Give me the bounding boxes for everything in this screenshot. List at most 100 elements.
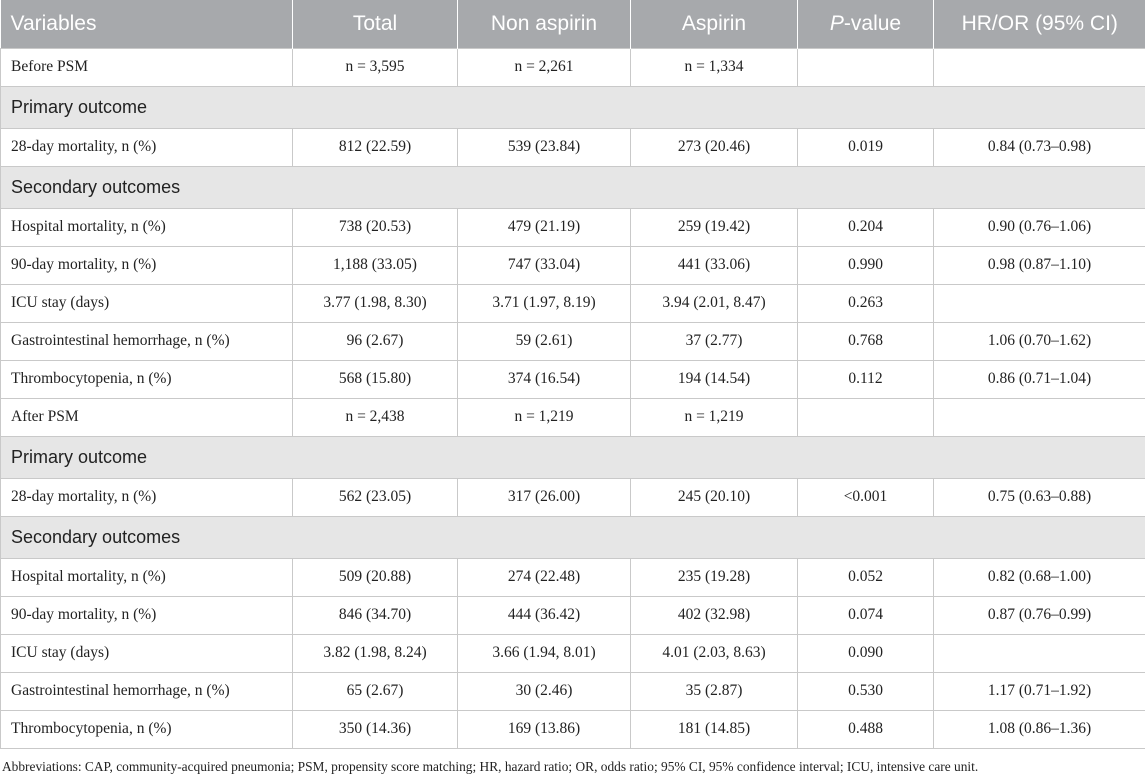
variable-cell: 90-day mortality, n (%) xyxy=(0,595,293,635)
non-aspirin-cell: 539 (23.84) xyxy=(457,127,631,167)
total-cell: 738 (20.53) xyxy=(292,207,458,247)
variable-cell: Before PSM xyxy=(0,47,293,87)
variable-cell: Thrombocytopenia, n (%) xyxy=(0,359,293,399)
non-aspirin-cell: n = 2,261 xyxy=(457,47,631,87)
hr-or-cell: 1.08 (0.86–1.36) xyxy=(933,709,1145,749)
total-cell: n = 2,438 xyxy=(292,397,458,437)
header-aspirin: Aspirin xyxy=(630,0,798,48)
hr-or-cell: 1.06 (0.70–1.62) xyxy=(933,321,1145,361)
header-p-suffix: -value xyxy=(843,11,902,35)
aspirin-cell: 441 (33.06) xyxy=(630,245,798,285)
table-row: Before PSM n = 3,595 n = 2,261 n = 1,334 xyxy=(0,47,1145,87)
variable-cell: Hospital mortality, n (%) xyxy=(0,207,293,247)
table-row: 90-day mortality, n (%) 846 (34.70) 444 (3… xyxy=(0,595,1145,635)
header-p-value: P-value xyxy=(797,0,934,48)
total-cell: 562 (23.05) xyxy=(292,477,458,517)
variable-cell: 28-day mortality, n (%) xyxy=(0,477,293,517)
table-row: 28-day mortality, n (%) 812 (22.59) 539 (2… xyxy=(0,127,1145,167)
aspirin-cell: 181 (14.85) xyxy=(630,709,798,749)
section-label: Primary outcome xyxy=(0,85,1145,129)
header-p-italic: P xyxy=(829,11,844,35)
total-cell: 3.82 (1.98, 8.24) xyxy=(292,633,458,673)
section-label: Secondary outcomes xyxy=(0,165,1145,209)
p-value-cell: 0.488 xyxy=(797,709,934,749)
table-row: 28-day mortality, n (%) 562 (23.05) 317 (2… xyxy=(0,477,1145,517)
hr-or-cell: 0.82 (0.68–1.00) xyxy=(933,557,1145,597)
header-non-aspirin: Non aspirin xyxy=(457,0,631,48)
non-aspirin-cell: 747 (33.04) xyxy=(457,245,631,285)
p-value-cell: 0.768 xyxy=(797,321,934,361)
non-aspirin-cell: 374 (16.54) xyxy=(457,359,631,399)
total-cell: n = 3,595 xyxy=(292,47,458,87)
p-value-cell: 0.112 xyxy=(797,359,934,399)
total-cell: 509 (20.88) xyxy=(292,557,458,597)
hr-or-cell xyxy=(933,397,1145,437)
section-label: Secondary outcomes xyxy=(0,515,1145,559)
results-table: Variables Total Non aspirin Aspirin P-va… xyxy=(0,0,1145,749)
section-row: Secondary outcomes xyxy=(0,515,1145,559)
aspirin-cell: 235 (19.28) xyxy=(630,557,798,597)
non-aspirin-cell: 59 (2.61) xyxy=(457,321,631,361)
total-cell: 1,188 (33.05) xyxy=(292,245,458,285)
hr-or-cell: 0.98 (0.87–1.10) xyxy=(933,245,1145,285)
non-aspirin-cell: n = 1,219 xyxy=(457,397,631,437)
non-aspirin-cell: 274 (22.48) xyxy=(457,557,631,597)
table-row: ICU stay (days) 3.77 (1.98, 8.30) 3.71 (1.… xyxy=(0,283,1145,323)
non-aspirin-cell: 3.66 (1.94, 8.01) xyxy=(457,633,631,673)
table-row: Hospital mortality, n (%) 738 (20.53) 479 … xyxy=(0,207,1145,247)
table-row: Thrombocytopenia, n (%) 568 (15.80) 374 (1… xyxy=(0,359,1145,399)
p-value-cell: 0.019 xyxy=(797,127,934,167)
variable-cell: Gastrointestinal hemorrhage, n (%) xyxy=(0,321,293,361)
section-row: Primary outcome xyxy=(0,85,1145,129)
hr-or-cell: 0.90 (0.76–1.06) xyxy=(933,207,1145,247)
non-aspirin-cell: 30 (2.46) xyxy=(457,671,631,711)
total-cell: 350 (14.36) xyxy=(292,709,458,749)
aspirin-cell: 37 (2.77) xyxy=(630,321,798,361)
p-value-cell: 0.090 xyxy=(797,633,934,673)
aspirin-cell: 4.01 (2.03, 8.63) xyxy=(630,633,798,673)
p-value-cell: 0.263 xyxy=(797,283,934,323)
total-cell: 96 (2.67) xyxy=(292,321,458,361)
variable-cell: 28-day mortality, n (%) xyxy=(0,127,293,167)
table-row: ICU stay (days) 3.82 (1.98, 8.24) 3.66 (1.… xyxy=(0,633,1145,673)
hr-or-cell: 1.17 (0.71–1.92) xyxy=(933,671,1145,711)
aspirin-cell: 35 (2.87) xyxy=(630,671,798,711)
non-aspirin-cell: 479 (21.19) xyxy=(457,207,631,247)
hr-or-cell: 0.84 (0.73–0.98) xyxy=(933,127,1145,167)
section-row: Primary outcome xyxy=(0,435,1145,479)
total-cell: 65 (2.67) xyxy=(292,671,458,711)
hr-or-cell: 0.86 (0.71–1.04) xyxy=(933,359,1145,399)
variable-cell: Gastrointestinal hemorrhage, n (%) xyxy=(0,671,293,711)
variable-cell: 90-day mortality, n (%) xyxy=(0,245,293,285)
p-value-cell: 0.074 xyxy=(797,595,934,635)
total-cell: 568 (15.80) xyxy=(292,359,458,399)
total-cell: 812 (22.59) xyxy=(292,127,458,167)
variable-cell: Hospital mortality, n (%) xyxy=(0,557,293,597)
variable-cell: ICU stay (days) xyxy=(0,283,293,323)
p-value-cell: 0.990 xyxy=(797,245,934,285)
aspirin-cell: n = 1,334 xyxy=(630,47,798,87)
aspirin-cell: 3.94 (2.01, 8.47) xyxy=(630,283,798,323)
table-header: Variables Total Non aspirin Aspirin P-va… xyxy=(0,0,1145,48)
p-value-cell xyxy=(797,397,934,437)
header-total: Total xyxy=(292,0,458,48)
header-hr-or: HR/OR (95% CI) xyxy=(933,0,1145,48)
aspirin-cell: 402 (32.98) xyxy=(630,595,798,635)
aspirin-cell: 194 (14.54) xyxy=(630,359,798,399)
p-value-cell: 0.530 xyxy=(797,671,934,711)
abbreviations-footnote: Abbreviations: CAP, community-acquired p… xyxy=(2,759,979,774)
section-row: Secondary outcomes xyxy=(0,165,1145,209)
aspirin-cell: 273 (20.46) xyxy=(630,127,798,167)
p-value-cell xyxy=(797,47,934,87)
non-aspirin-cell: 169 (13.86) xyxy=(457,709,631,749)
variable-cell: ICU stay (days) xyxy=(0,633,293,673)
non-aspirin-cell: 3.71 (1.97, 8.19) xyxy=(457,283,631,323)
hr-or-cell: 0.87 (0.76–0.99) xyxy=(933,595,1145,635)
non-aspirin-cell: 444 (36.42) xyxy=(457,595,631,635)
hr-or-cell xyxy=(933,47,1145,87)
aspirin-cell: 259 (19.42) xyxy=(630,207,798,247)
table-row: Gastrointestinal hemorrhage, n (%) 96 (2.… xyxy=(0,321,1145,361)
table-row: After PSM n = 2,438 n = 1,219 n = 1,219 xyxy=(0,397,1145,437)
aspirin-cell: n = 1,219 xyxy=(630,397,798,437)
hr-or-cell: 0.75 (0.63–0.88) xyxy=(933,477,1145,517)
